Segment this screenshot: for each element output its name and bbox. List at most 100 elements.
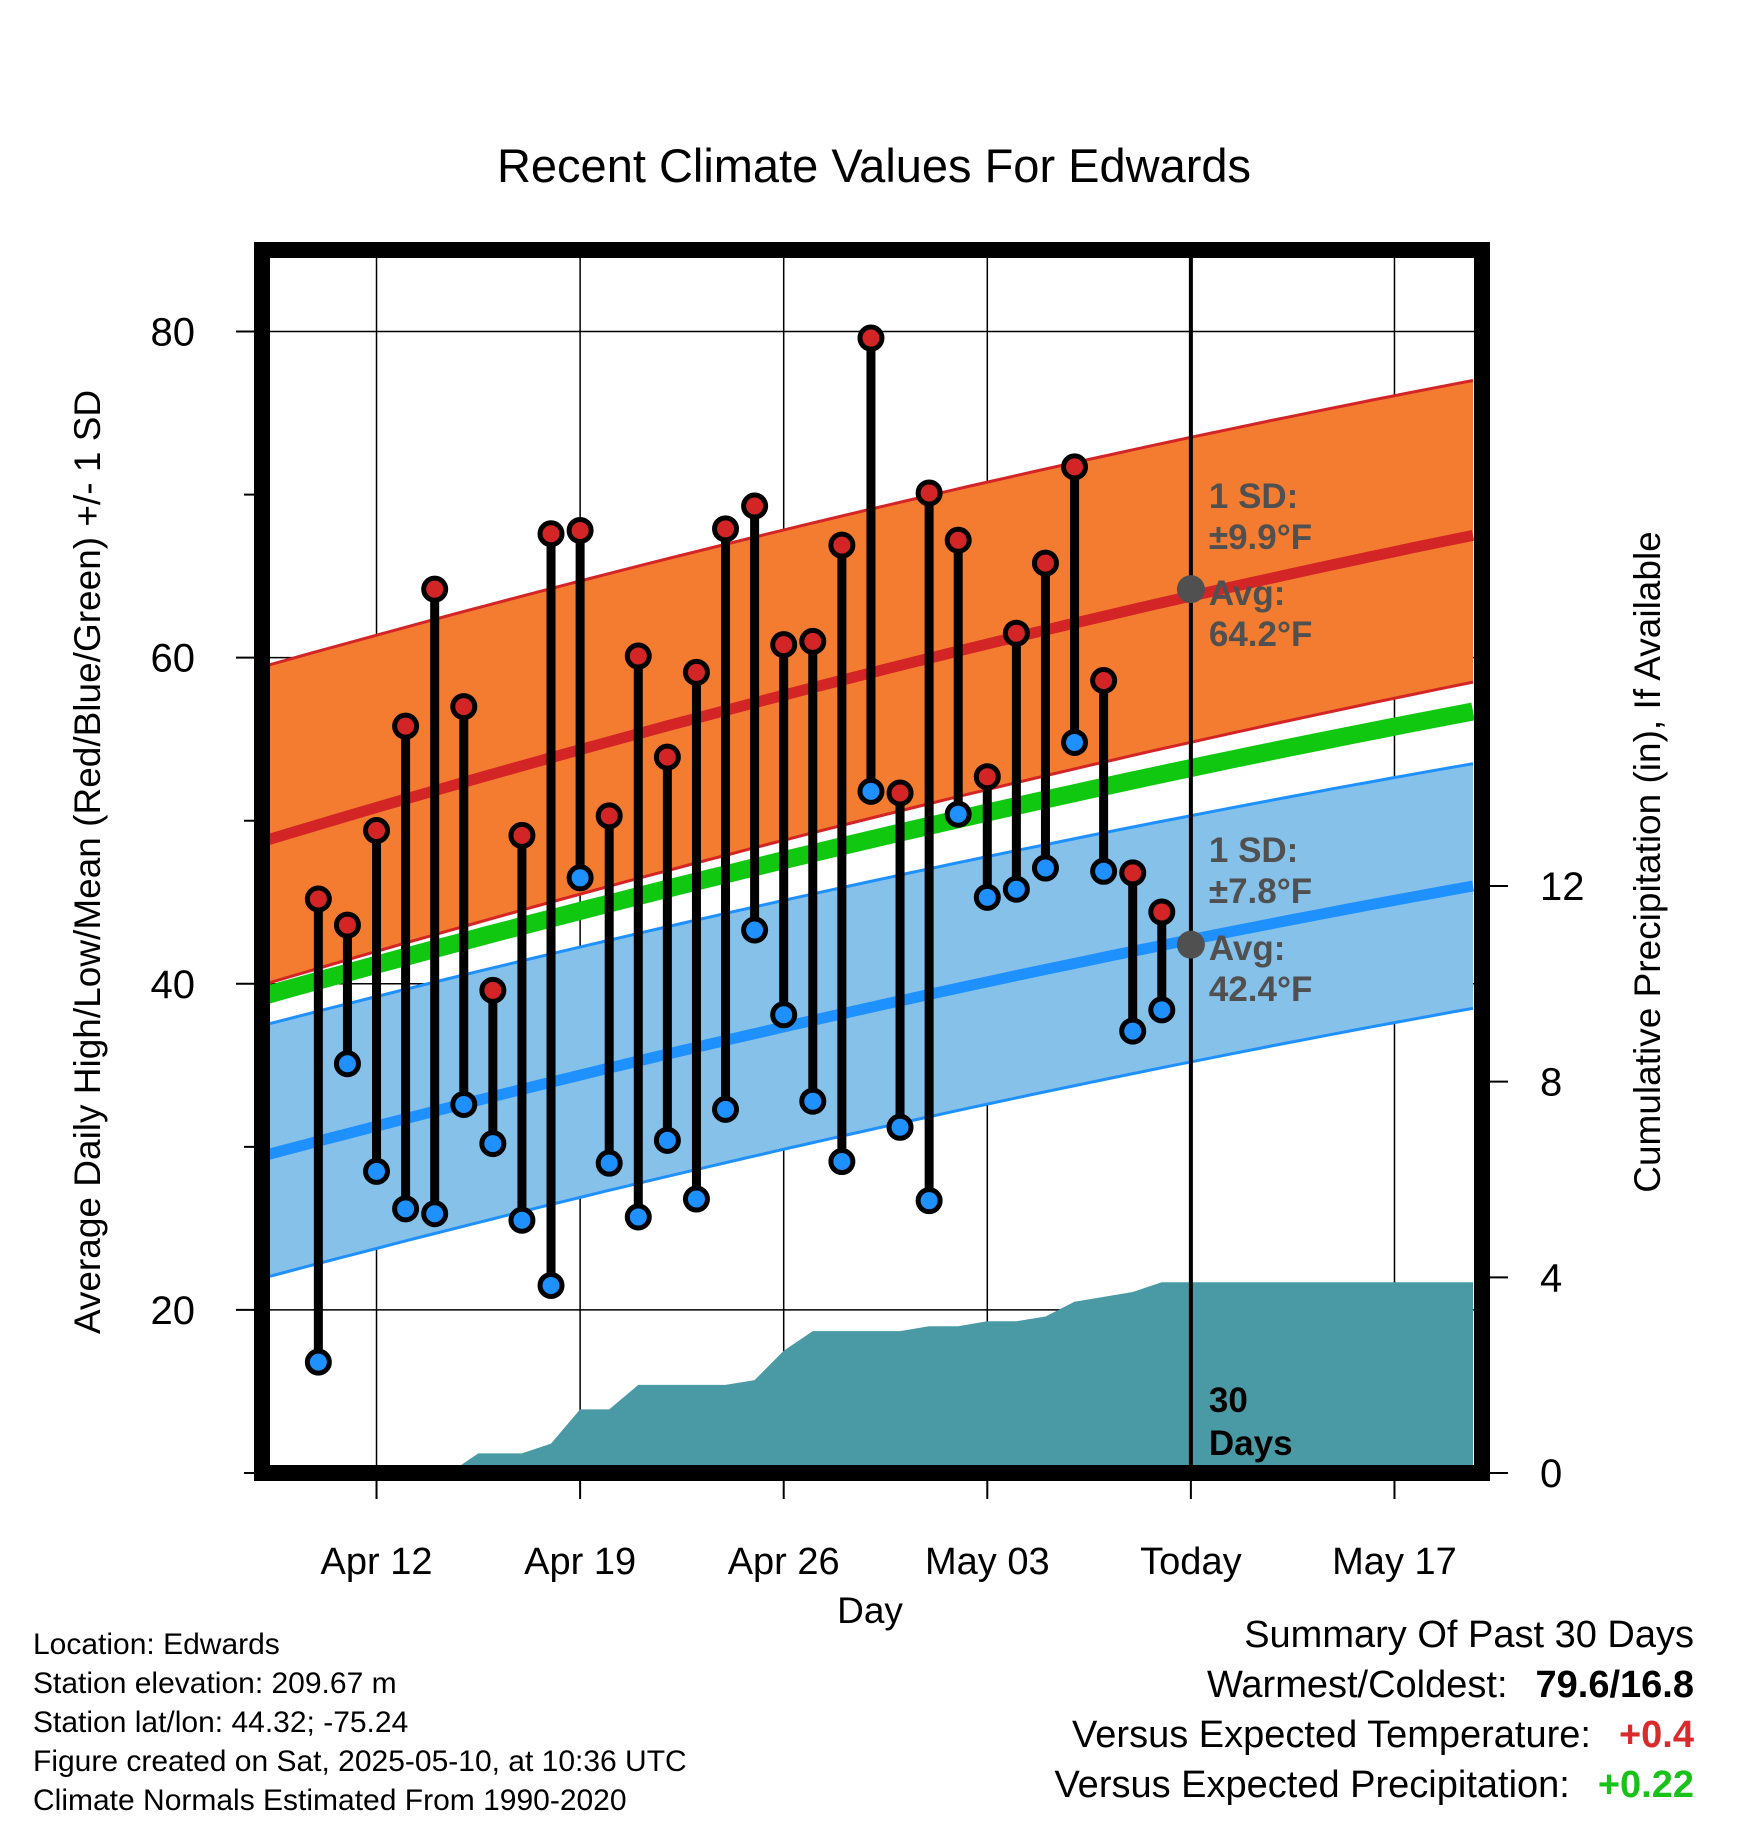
- daily-high-point: [944, 526, 972, 554]
- precipitation-area: [266, 1282, 1473, 1473]
- period-number: 30: [1209, 1381, 1248, 1420]
- daily-high-point: [799, 627, 827, 655]
- daily-high-point: [886, 779, 914, 807]
- daily-high-point: [595, 802, 623, 830]
- daily-low-point: [450, 1090, 478, 1118]
- daily-high-point: [566, 516, 594, 544]
- y-left-tick-label: 40: [151, 963, 196, 1007]
- daily-low-point: [508, 1206, 536, 1234]
- precip-departure-label: Versus Expected Precipitation:: [1054, 1764, 1570, 1806]
- daily-low-point: [741, 916, 769, 944]
- daily-low-point: [886, 1113, 914, 1141]
- low-sd-band-lower-edge: [265, 1006, 1474, 1279]
- daily-low-point: [1061, 728, 1089, 756]
- created-text: Figure created on Sat, 2025-05-10, at 10…: [33, 1745, 687, 1778]
- daily-low-point: [944, 800, 972, 828]
- station-info: Location: Edwards Station elevation: 209…: [33, 1625, 687, 1820]
- daily-low-point: [1148, 996, 1176, 1024]
- daily-low-point: [915, 1187, 943, 1215]
- daily-high-point: [479, 976, 507, 1004]
- warmest-coldest-row: Warmest/Coldest: 79.6/16.8: [1054, 1660, 1694, 1710]
- low-sd-band: [266, 763, 1473, 1278]
- summary-panel: Summary Of Past 30 Days Warmest/Coldest:…: [1054, 1610, 1694, 1810]
- plot-frame: [254, 242, 1490, 1481]
- daily-low-point: [595, 1149, 623, 1177]
- daily-high-point: [508, 821, 536, 849]
- y-axis-right-label: Cumulative Precipitation (in), If Availa…: [1627, 531, 1668, 1193]
- warmest-coldest-label: Warmest/Coldest:: [1206, 1664, 1508, 1706]
- warmest-coldest-value: 79.6/16.8: [1535, 1664, 1694, 1706]
- daily-high-point: [363, 817, 391, 845]
- low-sd-label: 1 SD:: [1209, 831, 1298, 870]
- daily-low-point: [363, 1157, 391, 1185]
- y-left-tick-label: 20: [151, 1289, 196, 1333]
- daily-high-point: [741, 492, 769, 520]
- daily-high-point: [1061, 453, 1089, 481]
- daily-high-point: [857, 324, 885, 352]
- today-high-avg-marker: [1176, 575, 1205, 604]
- daily-low-point: [653, 1126, 681, 1154]
- daily-high-point: [915, 479, 943, 507]
- temp-departure-row: Versus Expected Temperature: +0.4: [1054, 1710, 1694, 1760]
- high-sd-value: ±9.9°F: [1209, 518, 1312, 557]
- daily-low-point: [857, 777, 885, 805]
- y-right-tick-label: 4: [1540, 1256, 1562, 1300]
- daily-high-point: [1031, 549, 1059, 577]
- normals-text: Climate Normals Estimated From 1990-2020: [33, 1784, 627, 1817]
- daily-high-point: [828, 531, 856, 559]
- low-avg-label: Avg:: [1209, 929, 1285, 968]
- period-unit: Days: [1209, 1424, 1293, 1463]
- daily-low-point: [1090, 857, 1118, 885]
- daily-high-point: [1002, 619, 1030, 647]
- low-sd-value: ±7.8°F: [1209, 872, 1312, 911]
- summary-title: Summary Of Past 30 Days: [1244, 1614, 1694, 1656]
- high-sd-label: 1 SD:: [1209, 477, 1298, 516]
- high-avg-value: 64.2°F: [1209, 615, 1313, 654]
- temp-departure-value: +0.4: [1618, 1714, 1694, 1756]
- daily-low-point: [712, 1095, 740, 1123]
- daily-low-point: [1119, 1017, 1147, 1045]
- daily-high-point: [624, 642, 652, 670]
- daily-high-point: [682, 658, 710, 686]
- daily-low-point: [333, 1050, 361, 1078]
- daily-high-point: [304, 885, 332, 913]
- daily-high-point: [973, 763, 1001, 791]
- daily-low-point: [1002, 875, 1030, 903]
- daily-low-point: [682, 1185, 710, 1213]
- daily-high-point: [333, 911, 361, 939]
- daily-low-point: [624, 1203, 652, 1231]
- y-right-tick-label: 0: [1540, 1452, 1562, 1496]
- precip-departure-row: Versus Expected Precipitation: +0.22: [1054, 1760, 1694, 1810]
- y-left-tick-label: 80: [151, 311, 196, 355]
- y-axis-left-label: Average Daily High/Low/Mean (Red/Blue/Gr…: [67, 389, 108, 1335]
- daily-low-point: [828, 1148, 856, 1176]
- daily-high-point: [1148, 898, 1176, 926]
- daily-low-point: [799, 1087, 827, 1115]
- daily-low-point: [421, 1200, 449, 1228]
- x-axis-label: Day: [837, 1590, 903, 1631]
- precip-departure-value: +0.22: [1597, 1764, 1694, 1806]
- daily-high-point: [1090, 666, 1118, 694]
- x-tick-label: Apr 26: [728, 1541, 840, 1583]
- daily-low-point: [973, 883, 1001, 911]
- daily-low-point: [1031, 854, 1059, 882]
- y-left-tick-label: 60: [151, 637, 196, 681]
- daily-low-point: [392, 1195, 420, 1223]
- daily-high-point: [421, 575, 449, 603]
- low-avg-value: 42.4°F: [1209, 970, 1313, 1009]
- location-text: Location: Edwards: [33, 1628, 280, 1661]
- daily-high-point: [537, 520, 565, 548]
- daily-low-point: [770, 1001, 798, 1029]
- chart-title: Recent Climate Values For Edwards: [496, 139, 1252, 192]
- high-avg-label: Avg:: [1209, 574, 1285, 613]
- x-tick-label: Apr 19: [524, 1541, 636, 1583]
- daily-low-point: [566, 864, 594, 892]
- today-low-avg-marker: [1176, 930, 1205, 959]
- y-right-tick-label: 12: [1540, 865, 1585, 909]
- daily-high-point: [712, 515, 740, 543]
- daily-low-point: [304, 1348, 332, 1376]
- latlon-text: Station lat/lon: 44.32; -75.24: [33, 1706, 409, 1739]
- daily-high-point: [770, 631, 798, 659]
